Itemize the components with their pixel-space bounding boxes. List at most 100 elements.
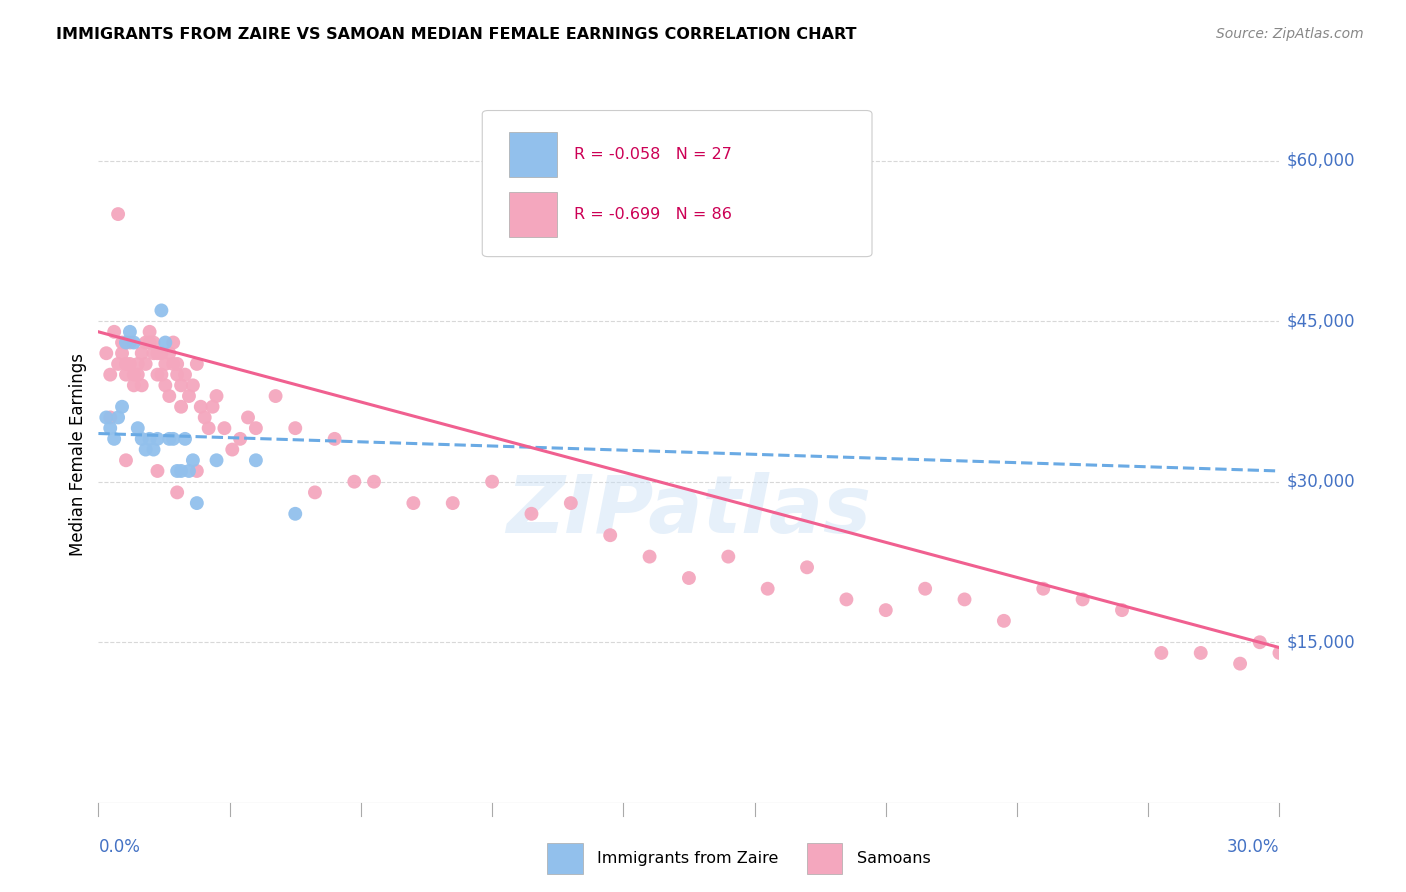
Point	[214, 421, 236, 435]
Point	[122, 378, 145, 392]
Point	[157, 346, 180, 360]
Point	[441, 496, 464, 510]
Point	[122, 368, 145, 382]
Point	[142, 335, 165, 350]
Point	[343, 475, 366, 489]
Point	[363, 475, 385, 489]
Point	[127, 357, 149, 371]
Point	[135, 357, 157, 371]
Point	[186, 464, 208, 478]
Point	[146, 464, 169, 478]
Point	[166, 368, 188, 382]
Point	[177, 389, 200, 403]
Point	[245, 421, 267, 435]
Point	[284, 507, 307, 521]
Point	[875, 603, 897, 617]
Point	[111, 335, 134, 350]
Point	[221, 442, 243, 457]
Point	[118, 357, 141, 371]
Point	[201, 400, 224, 414]
Point	[142, 346, 165, 360]
Point	[1111, 603, 1133, 617]
Bar	[547, 843, 582, 874]
Point	[155, 378, 177, 392]
Point	[245, 453, 267, 467]
Point	[162, 432, 184, 446]
Point	[1150, 646, 1173, 660]
Point	[135, 442, 157, 457]
Point	[914, 582, 936, 596]
Point	[115, 368, 138, 382]
Point	[131, 346, 153, 360]
Point	[170, 400, 193, 414]
Point	[146, 346, 169, 360]
Text: $15,000: $15,000	[1286, 633, 1355, 651]
Point	[194, 410, 217, 425]
Text: IMMIGRANTS FROM ZAIRE VS SAMOAN MEDIAN FEMALE EARNINGS CORRELATION CHART: IMMIGRANTS FROM ZAIRE VS SAMOAN MEDIAN F…	[56, 27, 856, 42]
Point	[174, 368, 197, 382]
Point	[174, 432, 197, 446]
Point	[835, 592, 858, 607]
Point	[1229, 657, 1251, 671]
Point	[162, 335, 184, 350]
Point	[717, 549, 740, 564]
Point	[166, 357, 188, 371]
Point	[1249, 635, 1271, 649]
Point	[953, 592, 976, 607]
Text: Samoans: Samoans	[856, 851, 931, 866]
Text: $60,000: $60,000	[1286, 152, 1355, 169]
Point	[796, 560, 818, 574]
Point	[107, 410, 129, 425]
Text: R = -0.699   N = 86: R = -0.699 N = 86	[575, 207, 733, 222]
Point	[107, 207, 129, 221]
Point	[138, 325, 160, 339]
Point	[111, 346, 134, 360]
Point	[323, 432, 346, 446]
Point	[1268, 646, 1291, 660]
FancyBboxPatch shape	[482, 111, 872, 257]
Point	[142, 442, 165, 457]
Point	[284, 421, 307, 435]
Point	[1032, 582, 1054, 596]
Point	[138, 432, 160, 446]
Text: 30.0%: 30.0%	[1227, 838, 1279, 856]
Text: $30,000: $30,000	[1286, 473, 1355, 491]
Point	[166, 464, 188, 478]
Point	[157, 389, 180, 403]
Text: $45,000: $45,000	[1286, 312, 1355, 330]
Point	[481, 475, 503, 489]
Point	[135, 335, 157, 350]
Point	[170, 464, 193, 478]
Point	[993, 614, 1015, 628]
Point	[118, 335, 141, 350]
Text: Immigrants from Zaire: Immigrants from Zaire	[596, 851, 778, 866]
Point	[520, 507, 543, 521]
Point	[756, 582, 779, 596]
Point	[236, 410, 259, 425]
Point	[155, 335, 177, 350]
Point	[599, 528, 621, 542]
Point	[177, 464, 200, 478]
Point	[150, 346, 173, 360]
Bar	[807, 843, 842, 874]
Point	[127, 421, 149, 435]
Point	[131, 432, 153, 446]
Point	[98, 421, 121, 435]
Point	[122, 335, 145, 350]
Point	[150, 303, 173, 318]
Text: ZIPatlas: ZIPatlas	[506, 472, 872, 549]
Point	[107, 357, 129, 371]
Point	[118, 325, 141, 339]
Point	[190, 400, 212, 414]
Point	[146, 432, 169, 446]
Text: Source: ZipAtlas.com: Source: ZipAtlas.com	[1216, 27, 1364, 41]
Point	[98, 410, 121, 425]
Point	[146, 368, 169, 382]
Y-axis label: Median Female Earnings: Median Female Earnings	[69, 353, 87, 557]
Point	[111, 400, 134, 414]
Point	[1071, 592, 1094, 607]
Point	[181, 453, 204, 467]
Point	[115, 335, 138, 350]
Point	[205, 453, 228, 467]
Point	[229, 432, 252, 446]
